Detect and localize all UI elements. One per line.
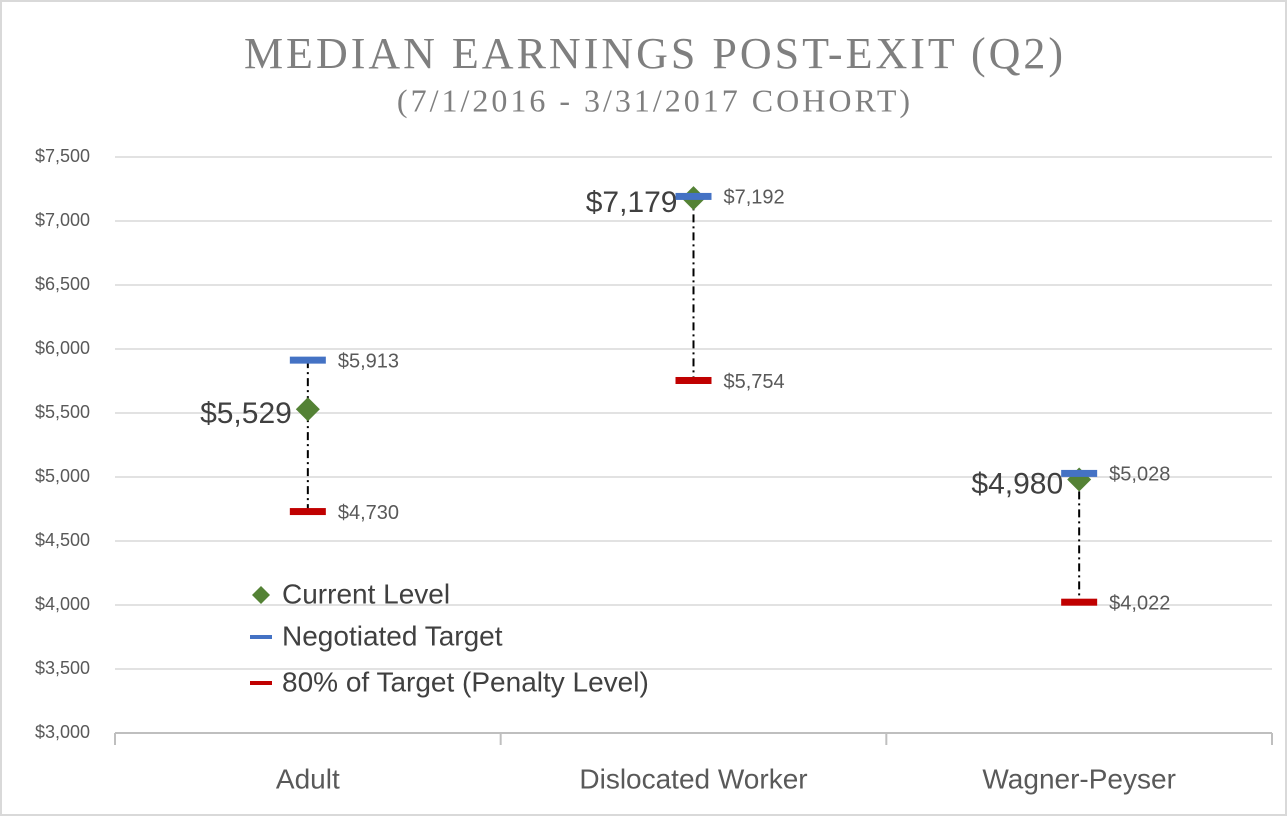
y-tick-label: $3,000: [35, 722, 90, 742]
legend-label: Current Level: [282, 578, 450, 609]
target-marker: [1061, 598, 1098, 606]
y-tick-label: $3,500: [35, 658, 90, 678]
target-label: $4,022: [1109, 592, 1170, 614]
current-level-label: $7,179: [586, 186, 678, 219]
x-tick-label: Wagner-Peyser: [982, 763, 1175, 794]
x-tick-label: Dislocated Worker: [579, 763, 807, 794]
target-label: $4,730: [338, 502, 399, 524]
target-marker: [675, 376, 712, 384]
target-label: $5,754: [724, 371, 785, 393]
target-label: $7,192: [724, 187, 785, 209]
chart-title: MEDIAN EARNINGS POST-EXIT (Q2): [244, 29, 1066, 78]
y-tick-label: $7,000: [35, 210, 90, 230]
target-marker: [1061, 469, 1098, 477]
current-level-label: $5,529: [200, 397, 292, 430]
x-tick-label: Adult: [276, 763, 340, 794]
y-tick-label: $5,000: [35, 466, 90, 486]
y-tick-label: $6,500: [35, 274, 90, 294]
chart-subtitle: (7/1/2016 - 3/31/2017 COHORT): [397, 82, 913, 118]
y-tick-label: $4,000: [35, 594, 90, 614]
y-tick-label: $4,500: [35, 530, 90, 550]
target-marker: [289, 356, 326, 364]
target-label: $5,913: [338, 350, 399, 372]
legend-label: 80% of Target (Penalty Level): [282, 666, 649, 697]
target-marker: [289, 508, 326, 516]
current-level-label: $4,980: [971, 467, 1063, 500]
legend-swatch: [250, 681, 272, 685]
legend-swatch: [250, 635, 272, 639]
current-level-marker: [295, 397, 320, 422]
y-tick-label: $6,000: [35, 338, 90, 358]
y-tick-label: $7,500: [35, 146, 90, 166]
legend-swatch: [252, 586, 270, 604]
target-marker: [675, 192, 712, 200]
y-tick-label: $5,500: [35, 402, 90, 422]
legend-label: Negotiated Target: [282, 620, 503, 651]
target-label: $5,028: [1109, 464, 1170, 486]
